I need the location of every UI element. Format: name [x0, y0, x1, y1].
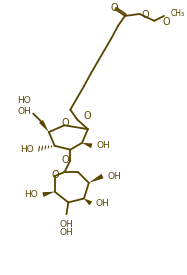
Text: CH₃: CH₃ — [171, 9, 185, 18]
Text: O: O — [142, 10, 149, 20]
Text: OH: OH — [96, 199, 109, 208]
Text: O: O — [52, 170, 59, 180]
Text: O: O — [62, 155, 69, 166]
Text: HO: HO — [20, 145, 34, 154]
Text: O: O — [84, 111, 92, 122]
Polygon shape — [89, 174, 104, 183]
Text: OH: OH — [59, 228, 73, 237]
Text: OH: OH — [97, 141, 110, 150]
Polygon shape — [84, 199, 92, 205]
Text: OH: OH — [59, 220, 73, 229]
Text: O: O — [111, 3, 118, 13]
Text: HO: HO — [18, 96, 31, 105]
Polygon shape — [39, 120, 49, 132]
Text: OH: OH — [18, 107, 31, 116]
Text: O: O — [162, 17, 170, 27]
Text: OH: OH — [107, 172, 121, 181]
Polygon shape — [82, 143, 93, 148]
Text: O: O — [62, 118, 69, 128]
Text: HO: HO — [24, 190, 38, 199]
Polygon shape — [42, 192, 55, 197]
